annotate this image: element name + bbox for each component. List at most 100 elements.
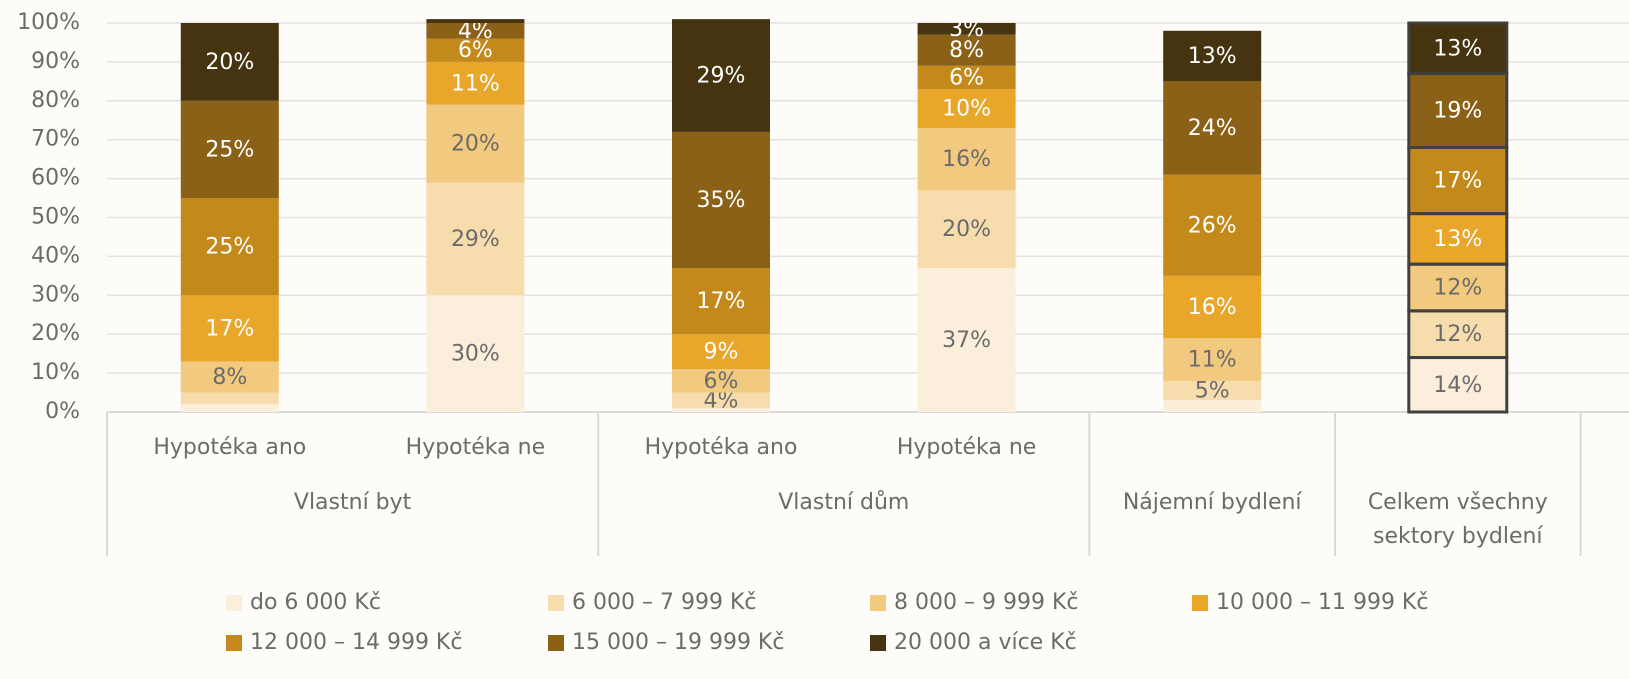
data-label: 13% [1433,227,1482,252]
bar-segment [1163,275,1262,339]
bar-segment [426,61,525,105]
data-label: 13% [1433,36,1482,61]
bar-segment [1163,30,1262,82]
data-label: 35% [697,188,746,213]
data-label: 8% [949,38,984,63]
data-label: 11% [1188,347,1237,372]
group-label: Celkem všechny sektory bydlení [1367,490,1548,549]
bar-segment [426,104,525,183]
group-label-box: Celkem všechny sektory bydlení [1367,490,1548,549]
bar-segment [180,295,279,362]
data-label: 20% [942,217,991,242]
legend-label: 12 000 – 14 999 Kč [250,630,462,655]
data-label: 12% [1433,322,1482,347]
data-label: 5% [1195,379,1230,404]
legend-swatch [870,635,886,651]
y-tick-label: 80% [31,88,80,113]
data-label: 14% [1433,373,1482,398]
bar-segment [917,34,1016,66]
data-label: 29% [697,64,746,89]
data-label: 9% [704,340,739,365]
data-label: 30% [451,342,500,367]
y-tick-label: 70% [31,127,80,152]
bar-segment [917,128,1016,191]
data-label: 3% [949,17,984,42]
legend-swatch [548,635,564,651]
legend-swatch [226,595,242,611]
bar-segment [180,392,279,405]
y-tick-label: 100% [17,10,80,35]
data-label: 8% [212,365,247,390]
y-tick-label: 20% [31,321,80,346]
legend-label: do 6 000 Kč [250,590,381,615]
group-label-box: Vlastní dům [778,490,909,515]
y-tick-label: 0% [45,399,80,424]
bar-segment [1408,357,1507,412]
bar-segment [180,23,279,101]
y-tick-label: 60% [31,166,80,191]
bar-segment [1163,338,1262,381]
data-label: 12% [1433,276,1482,301]
legend-swatch [870,595,886,611]
data-label: 17% [1433,169,1482,194]
bar-segment [426,19,525,23]
bar-segment [1408,213,1507,265]
data-label: 13% [1188,44,1237,69]
data-label: 25% [205,235,254,260]
data-label: 6% [949,65,984,90]
bar-segment [1408,310,1507,358]
y-tick-label: 40% [31,243,80,268]
y-tick-label: 50% [31,205,80,230]
bar-segment [180,361,279,393]
bar-segment [1163,400,1262,412]
legend-label: 15 000 – 19 999 Kč [572,630,784,655]
data-label: 20% [205,50,254,75]
bar-segment [672,392,770,409]
legend-label: 20 000 a více Kč [894,630,1077,655]
y-tick-label: 10% [31,360,80,385]
data-label: 37% [942,328,991,353]
y-tick-label: 30% [31,282,80,307]
bar-segment [917,268,1016,412]
bar-segment [426,295,525,412]
bar-segment [672,131,770,269]
legend-label: 8 000 – 9 999 Kč [894,590,1078,615]
bar-segment [1163,380,1262,401]
bar-segment [426,23,525,39]
bar-segment [180,100,279,199]
highlight-border [1407,21,1509,76]
data-label: 29% [451,227,500,252]
data-label: 16% [942,147,991,172]
data-label: 26% [1188,213,1237,238]
x-tick-label: Hypotéka ne [897,435,1036,460]
group-label: Nájemní bydlení [1122,490,1302,515]
legend-label: 6 000 – 7 999 Kč [572,590,756,615]
x-tick-label: Hypotéka ano [645,435,798,460]
legend-swatch [1192,595,1208,611]
group-label-box: Vlastní byt [293,490,412,515]
bar-segment [1408,23,1507,74]
bar-segment [426,182,525,296]
data-label: 24% [1188,116,1237,141]
data-label: 19% [1433,99,1482,124]
bar-segment [180,404,279,412]
bar-segment [672,369,770,393]
bar-segment [672,268,770,335]
bar-segment [917,23,1016,35]
bar-segment [1408,147,1507,214]
y-tick-label: 90% [31,49,80,74]
bar-segment [1408,264,1507,311]
bar-segment [917,65,1016,90]
data-label: 20% [451,132,500,157]
bar-segment [1408,73,1507,148]
x-tick-label: Hypotéka ano [153,435,306,460]
bar-segment [672,19,770,132]
data-label: 6% [704,369,739,394]
bar-segment [917,89,1016,129]
bar-segment [917,190,1016,269]
data-label: 6% [458,38,493,63]
group-label: Vlastní byt [293,490,412,515]
data-label: 17% [205,316,254,341]
legend-label: 10 000 – 11 999 Kč [1216,590,1428,615]
